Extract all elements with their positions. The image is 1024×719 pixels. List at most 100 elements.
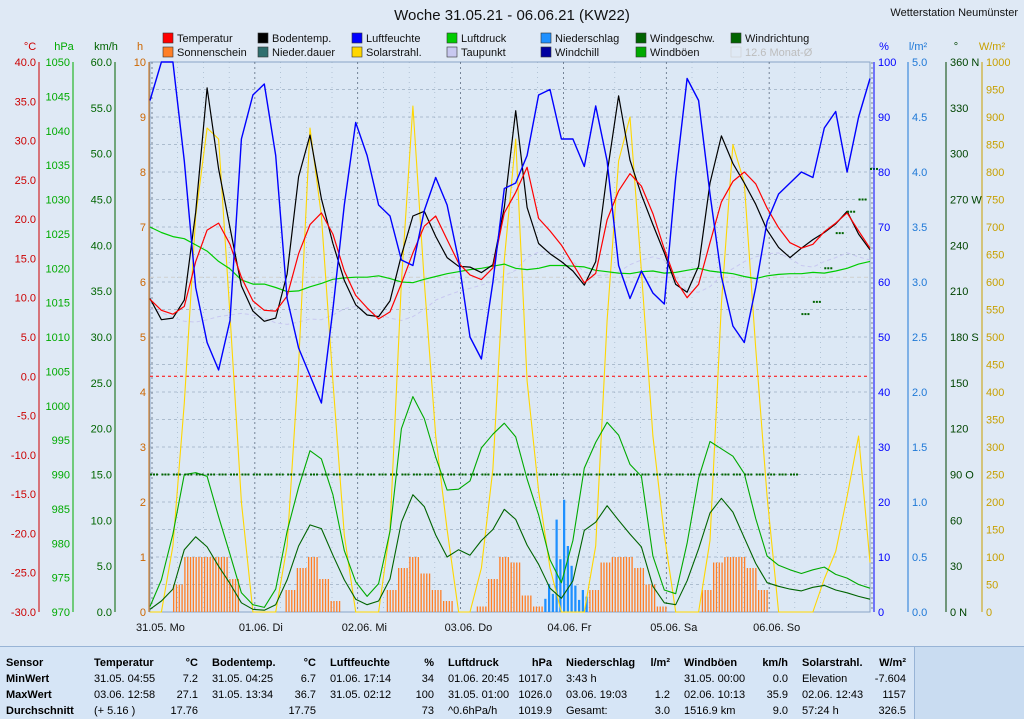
stats-cell-value: 17.75	[288, 705, 316, 717]
wind-direction-dot	[804, 313, 807, 316]
temp-tick-label: 30.0	[15, 136, 36, 148]
solar-axis-unit: W/m²	[979, 41, 1006, 53]
sunshine-bar	[623, 557, 625, 612]
dir-tick-label: 120	[950, 424, 968, 436]
x-axis-day-label: 03.06. Do	[445, 622, 493, 634]
wind-direction-dot	[687, 473, 690, 476]
sunshine-bar	[755, 568, 757, 612]
wind-direction-dot	[724, 473, 727, 476]
solar-tick-label: 750	[986, 195, 1004, 207]
sunshine-bar	[431, 590, 434, 612]
sun-axis-unit: h	[137, 41, 143, 53]
wind-direction-dot	[252, 473, 255, 476]
wind-axis-unit: km/h	[94, 41, 118, 53]
wind-direction-dot	[530, 473, 533, 476]
sunshine-bar	[738, 557, 740, 612]
stats-row: 31.05. 04:55 7.2	[88, 671, 206, 687]
rain-bar	[544, 598, 547, 612]
wind-direction-dot	[770, 473, 773, 476]
wind-tick-label: 25.0	[91, 378, 112, 390]
wind-direction-dot	[255, 473, 258, 476]
wind-direction-dot	[675, 473, 678, 476]
sunshine-bar	[485, 606, 487, 612]
sunshine-bar	[710, 590, 712, 612]
stats-row: 02.06. 12:43 1157	[796, 687, 914, 703]
wind-direction-dot	[476, 473, 478, 476]
wind-direction-dot	[175, 473, 178, 476]
wind-direction-dot	[270, 473, 273, 476]
wind-direction-dot	[521, 473, 524, 476]
wind-direction-dot	[647, 473, 650, 476]
wind-direction-dot	[527, 473, 530, 476]
stats-row: 31.05. 04:25 6.7	[206, 671, 324, 687]
stats-row: 03.06. 19:03 1.2	[560, 687, 678, 703]
wind-direction-dot	[301, 473, 304, 476]
press-tick-label: 1030	[46, 195, 70, 207]
stats-row: Gesamt: 3.0	[560, 703, 678, 719]
legend-label: Sonnenschein	[177, 47, 247, 59]
rain-bar	[578, 599, 581, 612]
temp-tick-label: 5.0	[21, 332, 36, 344]
wind-direction-dot	[310, 473, 312, 476]
solarstrahl--line	[150, 105, 871, 613]
sunshine-bar	[589, 590, 591, 612]
stats-cell-value: 36.7	[294, 689, 316, 701]
sunshine-bar	[319, 579, 321, 612]
sunshine-bar	[732, 557, 734, 612]
windgeschw--line	[149, 494, 871, 611]
press-tick-label: 1010	[46, 332, 70, 344]
dir-tick-label: 210	[950, 286, 968, 298]
wind-direction-dot	[435, 473, 438, 476]
stats-row: 02.06. 10:13 35.9	[678, 687, 796, 703]
sunshine-bar	[451, 601, 453, 612]
wind-direction-dot	[518, 473, 521, 476]
wind-direction-dot	[298, 473, 301, 476]
sunshine-bar	[488, 579, 490, 612]
stats-row: 3:43 h	[560, 671, 678, 687]
wind-direction-dot	[470, 473, 472, 476]
stats-cell-value: 73	[421, 705, 434, 717]
stats-cell-value: 1017.0	[518, 673, 552, 685]
wind-direction-dot	[441, 473, 444, 476]
solar-tick-label: 50	[986, 580, 998, 592]
stats-cell-when: 31.05. 04:25	[212, 673, 274, 685]
legend-swatch	[540, 46, 552, 58]
wind-direction-dot	[393, 473, 395, 476]
temp-tick-label: 20.0	[15, 214, 36, 226]
press-tick-label: 1040	[46, 126, 70, 138]
sunshine-bar	[440, 590, 442, 612]
wind-direction-dot	[644, 473, 647, 476]
rain-tick-label: 5.0	[912, 57, 927, 69]
stats-cell-value: 34	[421, 673, 434, 685]
sunshine-bar	[195, 557, 197, 612]
legend-label: Niederschlag	[555, 33, 619, 45]
stats-header-row: Solarstrahl. W/m²	[796, 655, 914, 671]
sunshine-bar	[403, 568, 405, 612]
temp-tick-label: 40.0	[15, 57, 36, 69]
sunshine-bar	[389, 590, 391, 612]
wind-direction-dot	[564, 473, 567, 476]
sunshine-bar	[333, 601, 335, 612]
sun-tick-label: 6	[140, 277, 146, 289]
sunshine-bar	[237, 579, 239, 612]
wind-direction-dot	[744, 473, 747, 476]
wind-direction-dot	[293, 473, 296, 476]
wind-direction-dot	[790, 473, 792, 476]
sun-tick-label: 2	[140, 497, 146, 509]
wind-direction-dot	[167, 473, 170, 476]
sunshine-bar	[476, 606, 479, 612]
sunshine-bar	[229, 579, 231, 612]
sunshine-bar	[322, 579, 324, 612]
wind-tick-label: 45.0	[91, 195, 112, 207]
rain-tick-label: 1.5	[912, 442, 927, 454]
wind-direction-dot	[850, 210, 853, 213]
sunshine-bar	[218, 557, 220, 612]
sunshine-bar	[538, 606, 540, 612]
wind-direction-dot	[793, 473, 795, 476]
legend-swatch	[257, 32, 269, 44]
legend-swatch	[162, 46, 174, 58]
temp-tick-label: 35.0	[15, 96, 36, 108]
stats-cell-value: 0.0	[772, 673, 788, 685]
wind-direction-dot	[390, 473, 392, 476]
wind-direction-dot	[453, 473, 456, 476]
